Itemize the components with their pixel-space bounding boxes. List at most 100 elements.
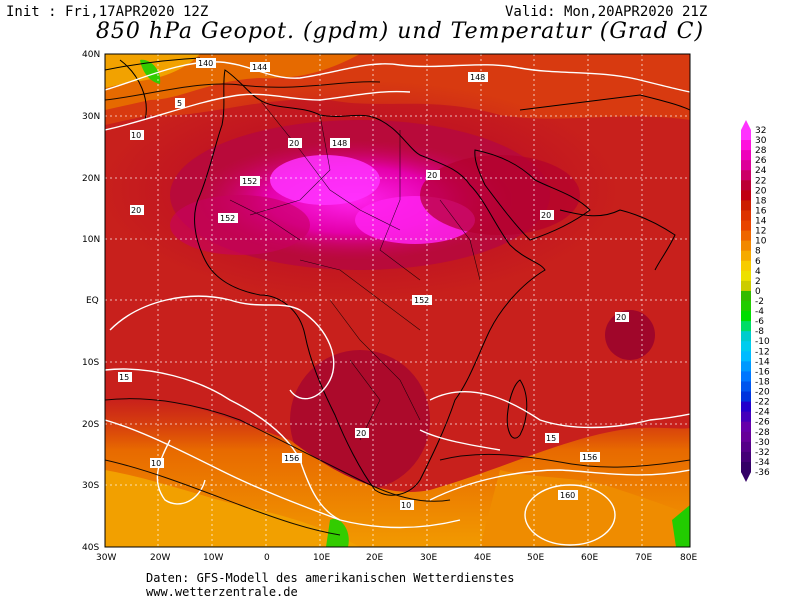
colorbar-tick-label: 18 (755, 196, 767, 206)
temp-label-text: 20 (131, 206, 141, 215)
temp-label-text: 10 (151, 459, 161, 468)
geopot-label: 140 (196, 58, 216, 68)
temp-label: 10 (150, 458, 164, 468)
colorbar-tick-label: 16 (755, 206, 767, 216)
colorbar-tick-label: 4 (755, 267, 761, 277)
colorbar-tick-label: 12 (755, 227, 766, 237)
lon-label: 20E (366, 553, 383, 563)
lat-label: 30S (82, 481, 99, 491)
colorbar-swatch (741, 341, 751, 352)
geopot-label-text: 152 (220, 214, 235, 223)
colorbar-tick-label: -18 (755, 377, 770, 387)
colorbar-tick-label: -12 (755, 347, 770, 357)
temp-label-text: 10 (401, 501, 411, 510)
data-source-note: Daten: GFS-Modell des amerikanischen Wet… (146, 571, 515, 585)
colorbar-swatch (741, 200, 751, 211)
colorbar-swatch (741, 401, 751, 413)
lat-label: 10S (82, 358, 99, 368)
temp-label: 20 (540, 210, 554, 220)
colorbar-tick-label: 28 (755, 146, 767, 156)
temp-label: 15 (118, 372, 132, 382)
colorbar-tick-label: 6 (755, 257, 761, 267)
valid-time: Valid: Mon,20APR2020 21Z (505, 4, 708, 20)
colorbar-swatch (741, 130, 751, 141)
geopot-label-text: 144 (252, 63, 267, 72)
colorbar-swatch (741, 331, 751, 342)
website-credit: www.wetterzentrale.de (146, 585, 298, 599)
longitude-labels: 30W 20W 10W 0 10E 20E 30E 40E 50E 60E 70… (96, 553, 697, 563)
colorbar-swatch (741, 210, 751, 222)
lon-label: 80E (680, 553, 697, 563)
colorbar-swatch (741, 321, 751, 332)
colorbar-swatch (741, 411, 751, 423)
lat-label: 20S (82, 420, 99, 430)
colorbar-swatch (741, 260, 751, 272)
lon-label: 20W (150, 553, 170, 563)
colorbar-tick-label: -10 (755, 337, 770, 347)
temp-label-text: 20 (427, 171, 437, 180)
lon-label: 30W (96, 553, 116, 563)
temp-label-text: 20 (616, 313, 626, 322)
temp-label-text: 15 (546, 434, 556, 443)
temp-label-text: 5 (177, 99, 182, 108)
colorbar-swatch (741, 140, 751, 151)
colorbar-tick-label: -16 (755, 367, 770, 377)
temp-label-text: 20 (541, 211, 551, 220)
colorbar-swatch (741, 301, 751, 312)
colorbar-tick-label: 10 (755, 237, 767, 247)
colorbar-swatch (741, 250, 751, 262)
colorbar-swatch (741, 240, 751, 252)
colorbar-swatch (741, 451, 751, 463)
geopot-label-text: 160 (560, 491, 575, 500)
colorbar-tick-label: 24 (755, 166, 767, 176)
colorbar-tick-label: -34 (755, 458, 770, 468)
colorbar-swatch (741, 431, 751, 443)
colorbar-tick-label: -14 (755, 357, 770, 367)
geopot-label-text: 152 (242, 177, 257, 186)
colorbar-tick-label: 20 (755, 186, 767, 196)
colorbar-swatch (741, 190, 751, 201)
temp-label: 20 (288, 138, 302, 148)
colorbar-tick-label: 8 (755, 247, 761, 257)
colorbar-swatch (741, 351, 751, 362)
colorbar-tick-label: -20 (755, 388, 770, 398)
temp-label: 20 (130, 205, 144, 215)
green-cold-patch-south (326, 519, 349, 547)
colorbar-swatch (741, 381, 751, 393)
lon-label: 50E (527, 553, 544, 563)
geopotential-contours (105, 81, 690, 536)
temp-label-text: 15 (119, 373, 129, 382)
colorbar-swatch (741, 461, 751, 473)
colorbar-tick-label: -24 (755, 408, 770, 418)
colorbar-tick-label: -26 (755, 418, 770, 428)
colorbar-tick-label: -32 (755, 448, 770, 458)
lat-label: 10N (82, 235, 100, 245)
geopot-label-text: 156 (284, 454, 299, 463)
temp-label: 5 (175, 98, 185, 108)
colorbar-swatch (741, 160, 751, 171)
colorbar-swatch (741, 180, 751, 191)
colorbar-tick-label: -28 (755, 428, 770, 438)
colorbar-tick-label: -22 (755, 398, 770, 408)
lon-label: 70E (635, 553, 652, 563)
geopot-label: 144 (250, 62, 270, 72)
colorbar-tick-label: -4 (755, 307, 764, 317)
lon-label: 30E (420, 553, 437, 563)
country-borders (229, 99, 481, 441)
colorbar-tick-label: -2 (755, 297, 764, 307)
geopot-label: 152 (240, 176, 260, 186)
geopot-label: 156 (282, 453, 302, 463)
temp-label: 20 (355, 428, 369, 438)
colorbar-tick-label: 0 (755, 287, 761, 297)
colorbar-swatch (741, 391, 751, 403)
temp-label: 10 (400, 500, 414, 510)
colorbar-tick-label: 22 (755, 176, 766, 186)
temperature-colorbar: 32302826242220181614121086420-2-4-6-8-10… (741, 120, 770, 482)
colorbar-swatch (741, 230, 751, 242)
geopot-label-text: 152 (414, 296, 429, 305)
coastlines (105, 57, 690, 496)
colorbar-swatch (741, 421, 751, 433)
init-time: Init : Fri,17APR2020 12Z (6, 4, 209, 20)
